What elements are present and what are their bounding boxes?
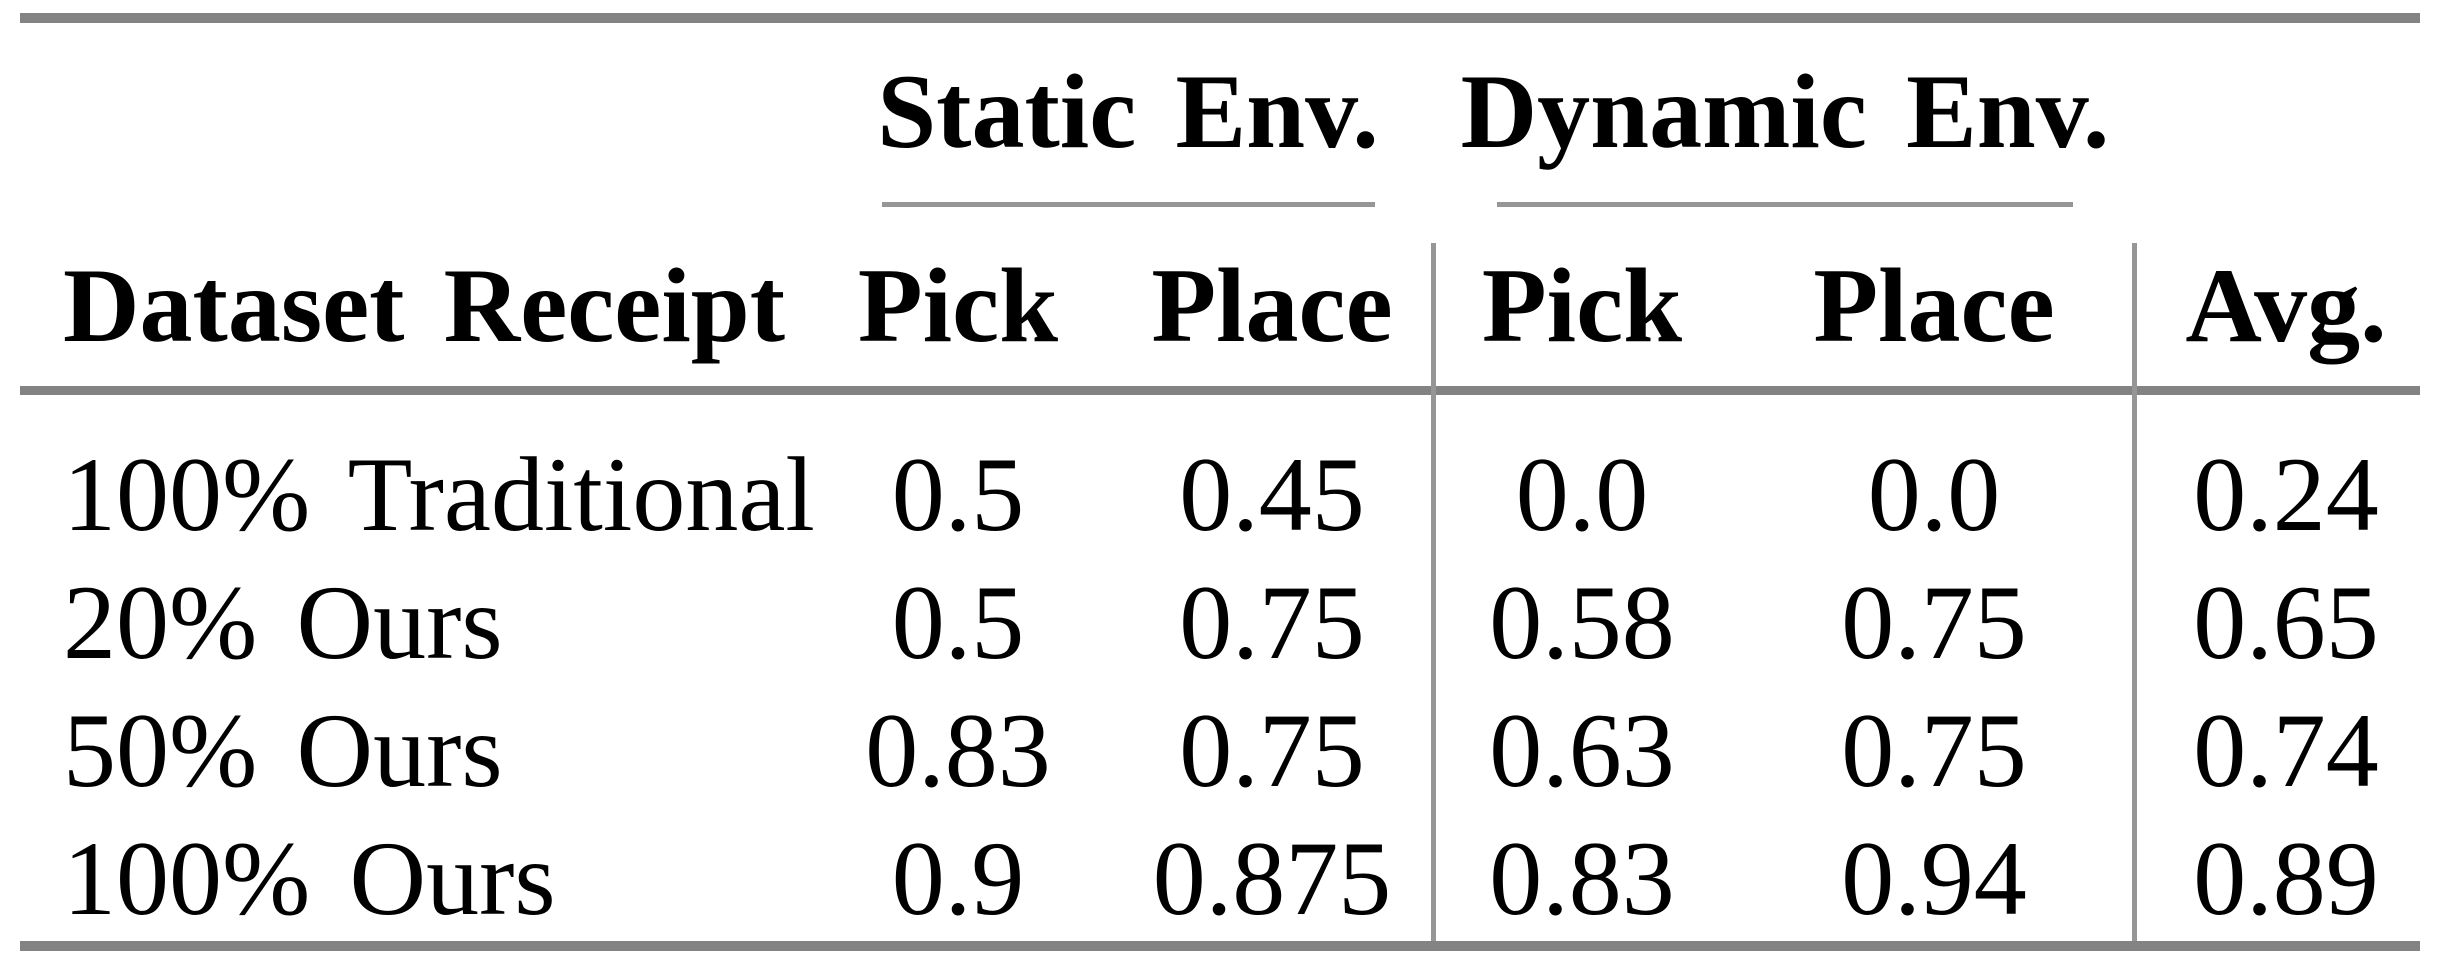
table-bottom-rule	[20, 941, 2420, 951]
static-env-cmidrule	[882, 202, 1375, 207]
row-label: 100% Traditional	[63, 436, 815, 553]
col-header-static-pick: Pick	[857, 247, 1059, 364]
cell-static-pick: 0.5	[891, 436, 1025, 553]
col-header-dynamic-pick: Pick	[1481, 247, 1683, 364]
cell-static-place: 0.45	[1179, 436, 1365, 553]
cell-static-place: 0.75	[1179, 564, 1365, 681]
cell-dynamic-pick: 0.0	[1515, 436, 1649, 553]
vertical-rule-before-avg	[2132, 243, 2137, 941]
row-label: 100% Ours	[63, 820, 556, 937]
cell-dynamic-place: 0.75	[1841, 692, 2027, 809]
cell-dynamic-place: 0.94	[1841, 820, 2027, 937]
row-label: 50% Ours	[63, 692, 503, 809]
cell-avg: 0.65	[2193, 564, 2379, 681]
cell-avg: 0.89	[2193, 820, 2379, 937]
cell-avg: 0.24	[2193, 436, 2379, 553]
row-header-dataset-receipt: Dataset Receipt	[63, 247, 786, 364]
cell-static-pick: 0.83	[865, 692, 1051, 809]
cell-dynamic-place: 0.0	[1867, 436, 2001, 553]
vertical-rule-static-dynamic	[1431, 243, 1436, 941]
cell-dynamic-place: 0.75	[1841, 564, 2027, 681]
cell-dynamic-pick: 0.58	[1489, 564, 1675, 681]
cell-static-place: 0.875	[1152, 820, 1392, 937]
cell-static-pick: 0.9	[891, 820, 1025, 937]
cell-dynamic-pick: 0.83	[1489, 820, 1675, 937]
table-top-rule	[20, 13, 2420, 23]
col-group-dynamic-env: Dynamic Env.	[1460, 53, 2110, 170]
cell-static-place: 0.75	[1179, 692, 1365, 809]
row-label: 20% Ours	[63, 564, 503, 681]
col-header-static-place: Place	[1151, 247, 1393, 364]
col-header-avg: Avg.	[2185, 247, 2387, 364]
table-mid-rule	[20, 386, 2420, 395]
dynamic-env-cmidrule	[1497, 202, 2073, 207]
cell-dynamic-pick: 0.63	[1489, 692, 1675, 809]
col-group-static-env: Static Env.	[877, 53, 1379, 170]
cell-static-pick: 0.5	[891, 564, 1025, 681]
cell-avg: 0.74	[2193, 692, 2379, 809]
col-header-dynamic-place: Place	[1813, 247, 2055, 364]
